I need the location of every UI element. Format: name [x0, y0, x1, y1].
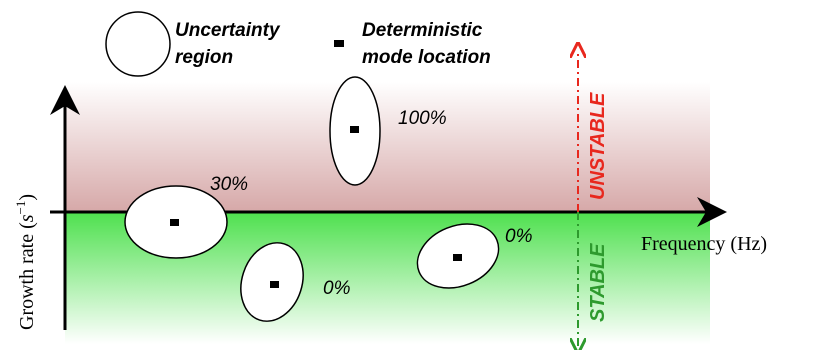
mode-label: 0% [323, 278, 351, 299]
legend-deterministic-label-1: Deterministic [362, 20, 483, 41]
legend-deterministic-label-2: mode location [362, 47, 491, 68]
mode-marker [453, 254, 462, 261]
mode-0-b: 0% [416, 223, 533, 289]
x-axis-label: Frequency (Hz) [641, 233, 767, 255]
mode-0-a: 0% [240, 242, 351, 322]
mode-marker [350, 126, 359, 133]
y-axis-label: Growth rate (s−1) [13, 194, 38, 330]
mode-label: 0% [505, 226, 533, 247]
mode-marker [270, 281, 279, 288]
stable-label: STABLE [587, 243, 609, 322]
legend-uncertainty-label-1: Uncertainty [175, 20, 281, 41]
legend-mode-marker [334, 40, 344, 47]
mode-marker [170, 219, 179, 226]
mode-label: 30% [210, 174, 248, 195]
unstable-label: UNSTABLE [587, 92, 609, 200]
legend-uncertainty-ellipse [105, 11, 171, 77]
mode-label: 100% [398, 108, 447, 129]
legend-uncertainty-label-2: region [175, 47, 233, 68]
mode-30: 30% [124, 174, 248, 259]
mode-100: 100% [329, 76, 447, 186]
